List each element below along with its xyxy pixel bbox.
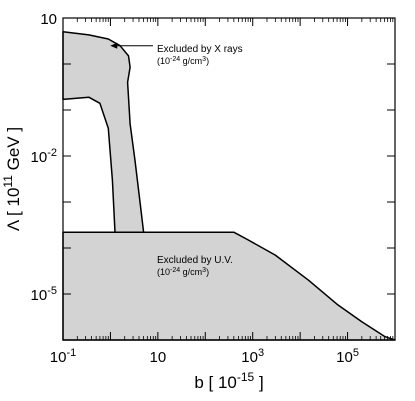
y-tick-label: 10	[40, 11, 57, 28]
x-tick-label: 103	[241, 347, 264, 366]
y-axis-label: Λ [ 1011 GeV ]	[1, 127, 23, 231]
plot-frame	[62, 17, 396, 341]
excluded-regions	[62, 31, 396, 341]
y-tick-label: 10-2	[31, 147, 57, 166]
xray-pointer-arrowhead	[110, 42, 118, 49]
axis-labels: b [ 10-15 ] Λ [ 1011 GeV ]	[1, 127, 264, 392]
uv-label-title: Excluded by U.V.	[157, 255, 233, 266]
x-tick-label: 105	[336, 347, 359, 366]
x-tick-label: 10-1	[50, 347, 76, 366]
uv-label-units: (10-24 g/cm3)	[157, 267, 209, 278]
xray-label-title: Excluded by X rays	[157, 44, 243, 55]
axes: 10-1 10 103 105 10 10-2 10-5	[31, 11, 396, 366]
annotations: Excluded by X rays(10-24 g/cm3)Excluded …	[110, 42, 243, 277]
uv-label: Excluded by U.V.(10-24 g/cm3)	[157, 255, 233, 277]
x-axis-label: b [ 10-15 ]	[194, 370, 263, 392]
x-tick-label: 10	[150, 349, 167, 366]
xray-label: Excluded by X rays(10-24 g/cm3)	[157, 44, 243, 66]
xray-label-units: (10-24 g/cm3)	[157, 56, 209, 67]
uv-excluded-region	[62, 231, 396, 341]
xray-excluded-region	[62, 31, 145, 233]
y-tick-label: 10-5	[31, 285, 57, 304]
